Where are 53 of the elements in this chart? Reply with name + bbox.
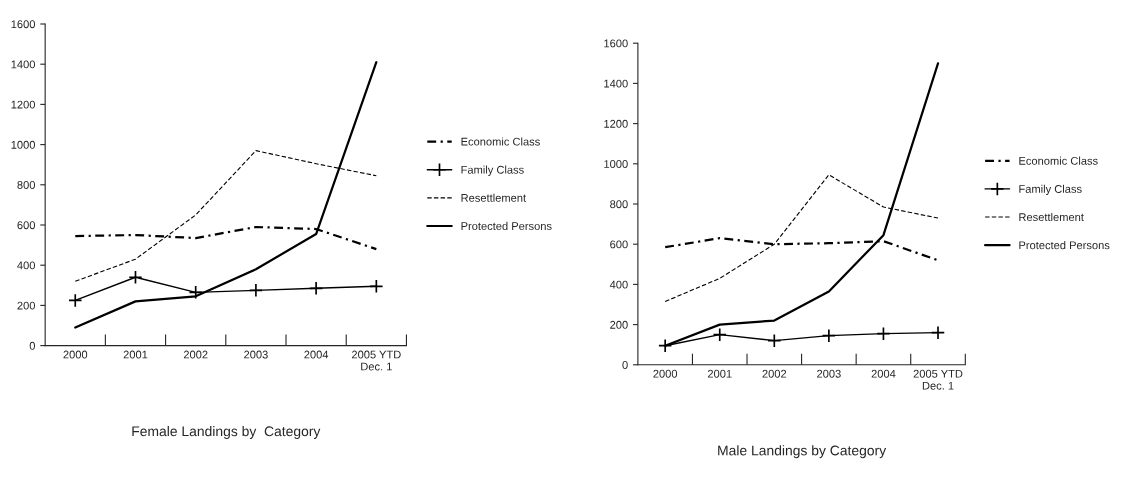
y-tick-label: 1600: [604, 39, 628, 48]
legend-label: Protected Persons: [1019, 241, 1110, 250]
x-tick-label: 2000: [63, 350, 88, 359]
legend-label: Family Class: [1019, 184, 1082, 196]
point: [309, 281, 324, 296]
y-tick-label: 1400: [11, 60, 36, 69]
x-tick-label: 2004: [304, 350, 329, 359]
y-tick-label: 0: [622, 361, 628, 369]
text: Male Landings by Category: [718, 445, 887, 459]
y-tick-label: 1000: [11, 140, 36, 149]
legend-label: Economic Class: [1019, 156, 1098, 165]
point: [128, 270, 143, 285]
point: [876, 326, 891, 341]
y-tick-label: 1200: [11, 100, 36, 109]
y-tick-label: 200: [610, 320, 628, 329]
y-tick-label: 1200: [604, 119, 628, 128]
legend-label: Resettlement: [1019, 212, 1084, 222]
point: [658, 338, 673, 353]
x-tick-label: 2000: [653, 369, 678, 378]
y-tick-label: 800: [17, 181, 36, 189]
y-tick-label: 1400: [604, 79, 628, 88]
legend-label: Protected Persons: [461, 221, 552, 230]
line-series: [74, 61, 378, 329]
y-tick-label: 0: [29, 341, 35, 350]
x-tick-label: 2004: [871, 369, 896, 378]
x-tick-label: 2003: [244, 350, 268, 359]
y-tick-label: 800: [610, 200, 628, 209]
x-tick-label: 2001: [707, 369, 732, 378]
point: [821, 328, 836, 343]
x-tick-label: 2002: [762, 369, 787, 378]
point: [369, 279, 384, 294]
y-tick-label: 1000: [604, 160, 628, 168]
x-tick-label: 2003: [817, 369, 841, 378]
x-tick-label: 2002: [183, 350, 208, 359]
point: [712, 327, 727, 342]
point: [248, 283, 263, 298]
text: Female Landings by Category: [132, 426, 321, 439]
y-tick-label: 600: [17, 221, 36, 230]
x-tick-label: 2005 YTD Dec. 1: [351, 350, 401, 371]
y-tick-label: 600: [610, 240, 628, 249]
point: [767, 333, 782, 348]
y-tick-label: 1600: [11, 20, 36, 29]
y-tick-label: 400: [17, 261, 36, 270]
legend-label: Economic Class: [461, 137, 540, 146]
legend-label: Family Class: [461, 165, 524, 176]
y-tick-label: 400: [609, 280, 628, 289]
x-tick-label: 2005 YTD Dec. 1: [913, 369, 963, 390]
y-tick-label: 200: [17, 301, 36, 310]
point: [188, 285, 203, 300]
point: [68, 293, 83, 308]
point: [930, 325, 946, 340]
x-tick-label: 2001: [123, 350, 148, 359]
legend-label: Resettlement: [461, 193, 526, 202]
